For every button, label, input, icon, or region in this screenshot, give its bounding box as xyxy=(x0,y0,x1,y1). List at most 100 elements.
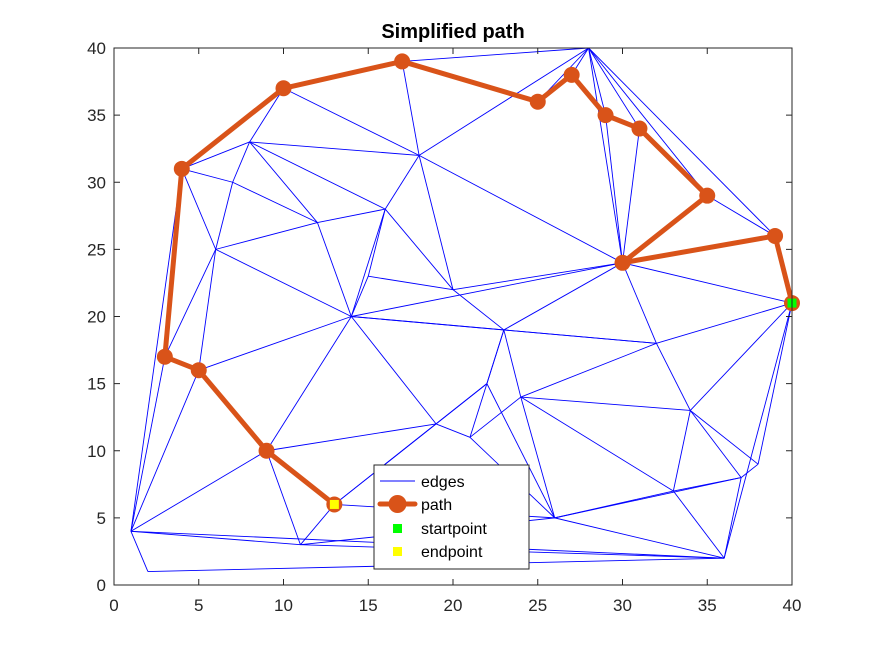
path-point xyxy=(190,362,207,379)
edge-line xyxy=(588,47,623,263)
edge-line xyxy=(418,47,589,156)
edge-line xyxy=(707,195,776,237)
edge-line xyxy=(622,262,657,344)
y-tick-label: 15 xyxy=(87,375,106,394)
path-point xyxy=(275,80,292,97)
edge-line xyxy=(351,262,623,317)
edge-line xyxy=(181,168,233,183)
edge-line xyxy=(249,88,284,143)
path-point xyxy=(258,442,275,459)
edge-line xyxy=(723,302,793,559)
path-point xyxy=(156,348,173,365)
edge-line xyxy=(503,262,623,331)
edge-line xyxy=(316,222,352,317)
edge-line xyxy=(605,115,623,263)
edge-line xyxy=(588,47,776,237)
edge-line xyxy=(520,342,657,398)
y-axis-ticks: 0 5 10 15 20 25 30 35 40 xyxy=(87,39,792,595)
edge-line xyxy=(588,47,606,116)
edge-line xyxy=(418,155,623,264)
edge-line xyxy=(266,450,301,545)
edge-line xyxy=(130,531,149,572)
y-tick-label: 35 xyxy=(87,106,106,125)
chart-title: Simplified path xyxy=(381,21,524,43)
edge-line xyxy=(232,181,318,223)
edge-line xyxy=(655,343,691,411)
edge-line xyxy=(672,490,725,559)
edge-line xyxy=(689,410,742,478)
legend: edges path startpoint endpoint xyxy=(373,464,530,570)
edge-line xyxy=(232,141,251,183)
x-tick-label: 25 xyxy=(528,596,547,615)
marker-layer xyxy=(156,53,800,513)
edge-line xyxy=(164,249,217,357)
path-point xyxy=(699,187,716,204)
edge-line xyxy=(520,396,556,518)
x-tick-label: 10 xyxy=(274,596,293,615)
y-tick-label: 5 xyxy=(97,509,106,528)
edge-line xyxy=(130,168,183,532)
edge-line xyxy=(486,383,556,519)
edge-line xyxy=(435,423,471,438)
x-tick-label: 5 xyxy=(194,596,203,615)
edge-line xyxy=(350,208,386,317)
legend-endpoint-label: endpoint xyxy=(421,544,483,561)
legend-startpoint-label: startpoint xyxy=(421,521,487,538)
edge-line xyxy=(367,208,386,277)
edge-line xyxy=(554,517,725,559)
x-tick-label: 0 xyxy=(109,596,118,615)
y-tick-label: 10 xyxy=(87,442,106,461)
x-axis-ticks: 0 5 10 15 20 25 30 35 40 xyxy=(109,48,801,615)
edge-line xyxy=(266,316,352,451)
y-tick-label: 30 xyxy=(87,173,106,192)
edge-line xyxy=(723,477,742,559)
edge-line xyxy=(130,450,267,532)
y-tick-label: 0 xyxy=(97,576,106,595)
edge-line xyxy=(757,302,793,465)
legend-startpoint-marker xyxy=(393,524,402,533)
x-tick-label: 20 xyxy=(444,596,463,615)
edge-line xyxy=(588,47,640,129)
edge-line xyxy=(486,329,505,384)
edge-line xyxy=(266,423,437,452)
path-point xyxy=(563,66,580,83)
y-tick-label: 40 xyxy=(87,39,106,58)
legend-endpoint-marker xyxy=(393,547,402,556)
y-tick-label: 20 xyxy=(87,308,106,327)
edge-line xyxy=(198,249,217,371)
edge-line xyxy=(130,356,166,532)
edge-line xyxy=(130,370,200,532)
edge-line xyxy=(452,262,623,291)
path-point xyxy=(631,120,648,137)
edge-line xyxy=(469,396,522,438)
edge-line xyxy=(283,87,420,156)
edge-line xyxy=(503,329,657,344)
edge-line xyxy=(368,275,454,291)
x-tick-label: 40 xyxy=(783,596,802,615)
edge-line xyxy=(181,168,217,250)
edge-line xyxy=(215,248,352,317)
edge-line xyxy=(402,47,589,62)
path-point xyxy=(529,93,546,110)
path-point xyxy=(173,160,190,177)
edge-line xyxy=(622,128,640,263)
legend-edges-label: edges xyxy=(421,474,465,491)
x-tick-label: 35 xyxy=(698,596,717,615)
path-point xyxy=(614,254,631,271)
edge-line xyxy=(181,141,250,170)
edge-line xyxy=(215,182,234,250)
endpoint-marker xyxy=(329,499,339,509)
edge-line xyxy=(249,141,420,156)
legend-path-label: path xyxy=(421,497,452,514)
edge-line xyxy=(300,504,335,546)
edge-line xyxy=(622,262,793,304)
path-point xyxy=(597,107,614,124)
legend-path-marker xyxy=(388,495,407,513)
edge-line xyxy=(350,316,437,425)
edge-line xyxy=(249,141,386,210)
edge-line xyxy=(690,410,759,465)
edge-line xyxy=(215,222,318,250)
edge-line xyxy=(418,155,454,290)
edge-line xyxy=(740,463,759,478)
